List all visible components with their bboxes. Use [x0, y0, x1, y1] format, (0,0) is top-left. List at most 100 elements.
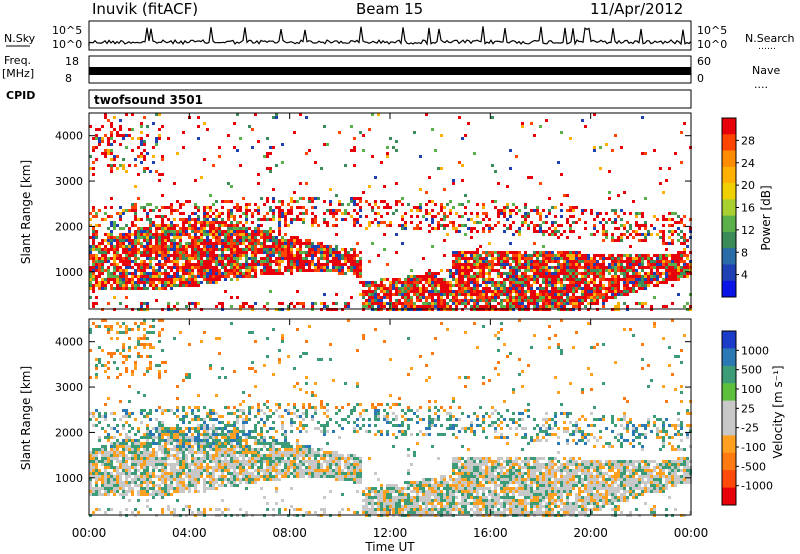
heatmap-cell [485, 260, 488, 263]
heatmap-cell [206, 248, 209, 251]
heatmap-cell [347, 254, 350, 257]
heatmap-cell [527, 281, 530, 284]
heatmap-cell [131, 284, 134, 287]
heatmap-cell [434, 227, 437, 230]
heatmap-cell [485, 215, 488, 218]
heatmap-cell [95, 137, 98, 140]
heatmap-cell [128, 230, 131, 233]
heatmap-cell [125, 457, 128, 460]
heatmap-cell [95, 490, 98, 493]
heatmap-cell [632, 257, 635, 260]
heatmap-cell [404, 302, 407, 305]
heatmap-cell [293, 260, 296, 263]
heatmap-cell [101, 137, 104, 140]
heatmap-cell [494, 263, 497, 266]
heatmap-cell [308, 251, 311, 254]
heatmap-cell [578, 257, 581, 260]
heatmap-cell [428, 302, 431, 305]
heatmap-cell [413, 302, 416, 305]
heatmap-cell [668, 272, 671, 275]
heatmap-cell [107, 508, 110, 511]
heatmap-cell [260, 230, 263, 233]
heatmap-cell [542, 281, 545, 284]
heatmap-cell [536, 263, 539, 266]
heatmap-cell [89, 478, 92, 481]
heatmap-cell [122, 454, 125, 457]
heatmap-cell [158, 490, 161, 493]
heatmap-cell [566, 278, 569, 281]
heatmap-cell [215, 275, 218, 278]
heatmap-cell [392, 293, 395, 296]
heatmap-cell [524, 281, 527, 284]
heatmap-cell [656, 233, 659, 236]
heatmap-cell [113, 412, 116, 415]
heatmap-cell [449, 287, 452, 290]
heatmap-cell [635, 281, 638, 284]
heatmap-cell [161, 490, 164, 493]
heatmap-cell [326, 305, 329, 308]
heatmap-cell [668, 242, 671, 245]
heatmap-cell [536, 302, 539, 305]
colorbar-swatch [722, 248, 736, 265]
heatmap-cell [206, 239, 209, 242]
heatmap-cell [98, 493, 101, 496]
heatmap-cell [575, 275, 578, 278]
heatmap-cell [92, 173, 95, 176]
heatmap-cell [203, 469, 206, 472]
heatmap-cell [377, 299, 380, 302]
heatmap-cell [509, 242, 512, 245]
heatmap-cell [116, 448, 119, 451]
heatmap-cell [143, 442, 146, 445]
nave-tick-top: 60 [697, 55, 711, 68]
heatmap-cell [596, 212, 599, 215]
heatmap-cell [386, 293, 389, 296]
heatmap-cell [92, 290, 95, 293]
heatmap-cell [125, 260, 128, 263]
heatmap-cell [638, 257, 641, 260]
heatmap-cell [398, 224, 401, 227]
heatmap-cell [191, 433, 194, 436]
heatmap-cell [389, 206, 392, 209]
heatmap-cell [479, 305, 482, 308]
heatmap-cell [98, 284, 101, 287]
heatmap-cell [380, 290, 383, 293]
heatmap-cell [419, 299, 422, 302]
heatmap-cell [428, 293, 431, 296]
heatmap-cell [95, 269, 98, 272]
heatmap-cell [134, 469, 137, 472]
heatmap-cell [470, 290, 473, 293]
heatmap-cell [146, 430, 149, 433]
heatmap-cell [95, 478, 98, 481]
heatmap-cell [137, 173, 140, 176]
heatmap-cell [524, 215, 527, 218]
heatmap-cell [125, 436, 128, 439]
heatmap-cell [269, 290, 272, 293]
heatmap-cell [320, 248, 323, 251]
heatmap-cell [275, 251, 278, 254]
heatmap-cell [425, 296, 428, 299]
heatmap-cell [143, 493, 146, 496]
heatmap-cell [302, 260, 305, 263]
heatmap-cell [506, 203, 509, 206]
heatmap-cell [617, 275, 620, 278]
heatmap-cell [437, 293, 440, 296]
heatmap-cell [443, 239, 446, 242]
heatmap-cell [224, 269, 227, 272]
heatmap-cell [317, 263, 320, 266]
heatmap-cell [185, 251, 188, 254]
heatmap-cell [287, 257, 290, 260]
heatmap-cell [137, 475, 140, 478]
heatmap-cell [107, 164, 110, 167]
heatmap-cell [164, 361, 167, 364]
heatmap-cell [116, 263, 119, 266]
heatmap-cell [335, 224, 338, 227]
heatmap-cell [164, 466, 167, 469]
heatmap-cell [200, 418, 203, 421]
heatmap-cell [143, 478, 146, 481]
heatmap-cell [113, 248, 116, 251]
heatmap-cell [131, 245, 134, 248]
freq-trace [89, 67, 691, 75]
heatmap-cell [158, 179, 161, 182]
heatmap-cell [131, 511, 134, 514]
heatmap-cell [245, 275, 248, 278]
